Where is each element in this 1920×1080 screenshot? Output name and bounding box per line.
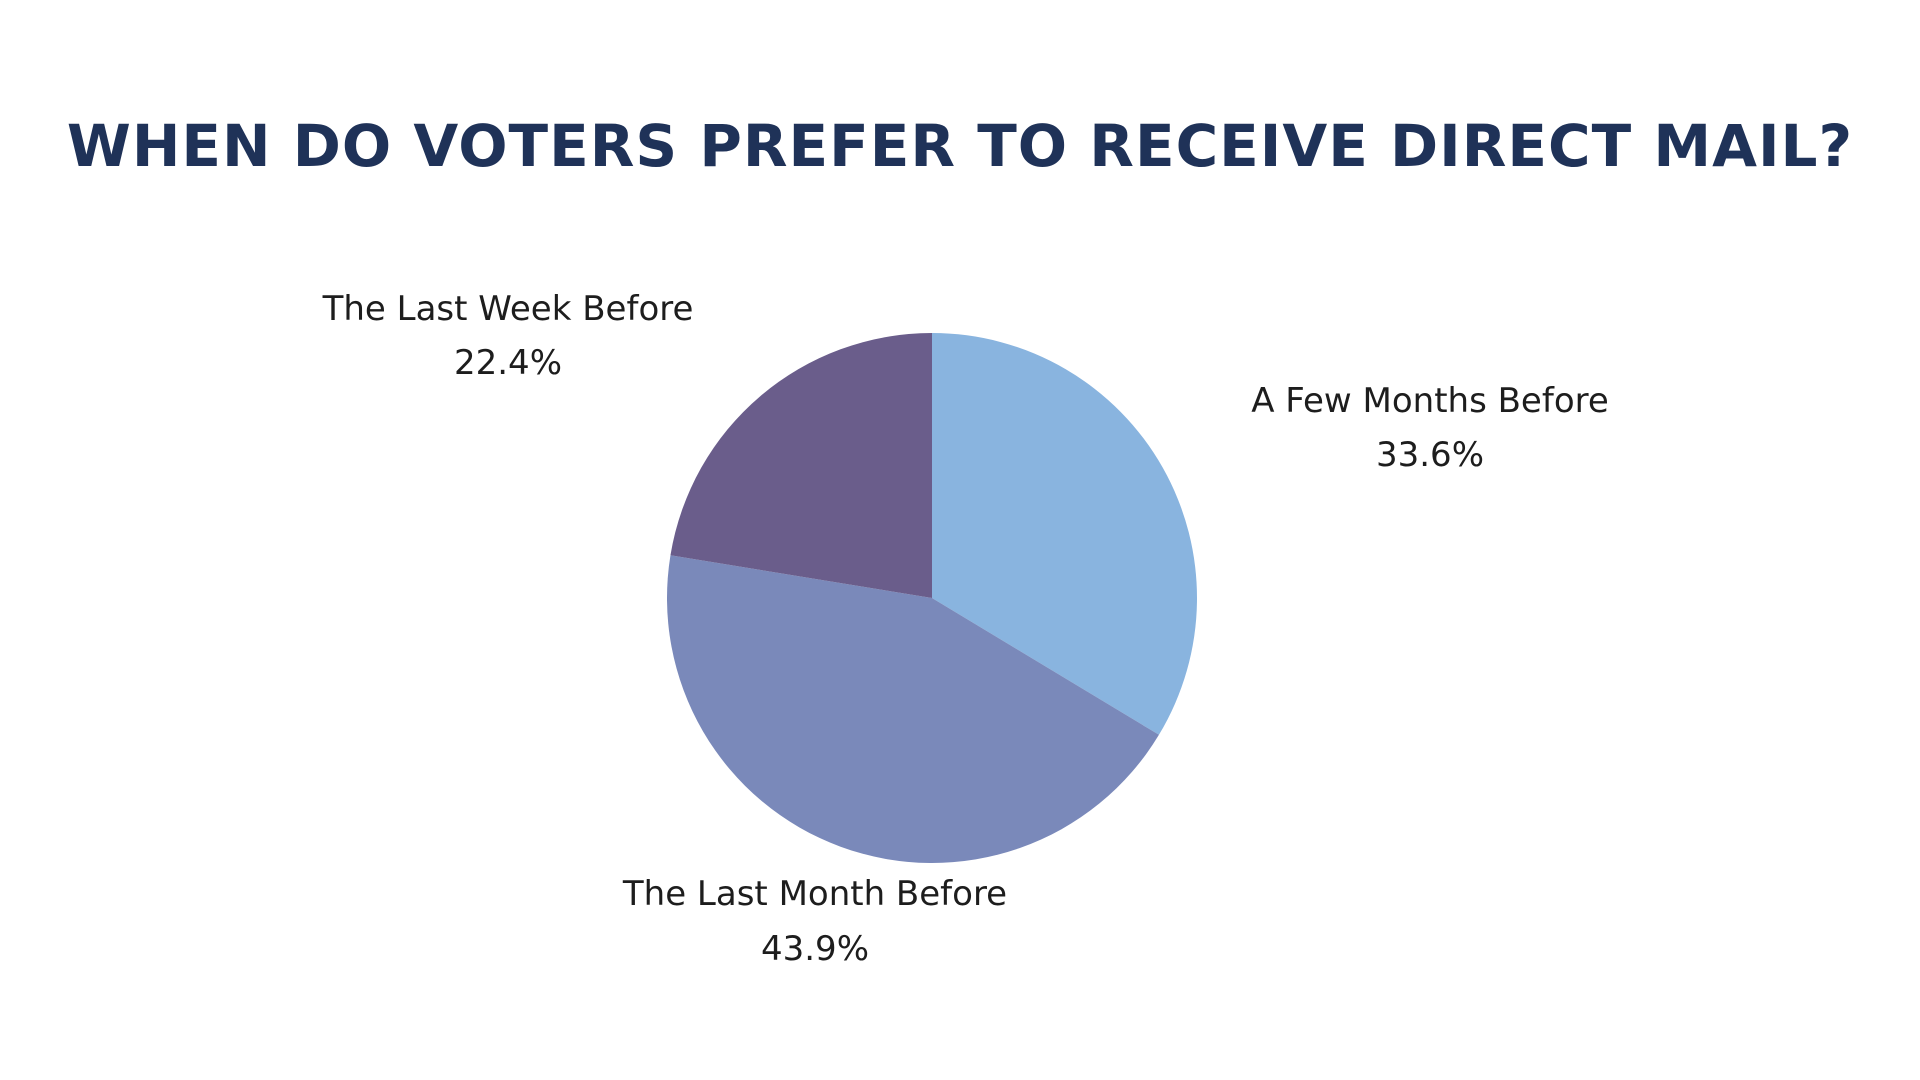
pie-slices bbox=[667, 333, 1197, 863]
pie-slice-1 bbox=[932, 333, 1197, 735]
slice-value-label-3: 22.4% bbox=[454, 343, 562, 383]
pie-slice-2 bbox=[667, 555, 1159, 863]
slice-label-2: The Last Month Before bbox=[622, 874, 1007, 914]
chart-title: WHEN DO VOTERS PREFER TO RECEIVE DIRECT … bbox=[66, 112, 1854, 180]
slice-label-3: The Last Week Before bbox=[322, 289, 694, 329]
slice-value-label-2: 43.9% bbox=[761, 929, 869, 969]
slice-label-1: A Few Months Before bbox=[1251, 381, 1609, 421]
slice-value-label-1: 33.6% bbox=[1376, 435, 1484, 475]
pie-slice-3 bbox=[670, 333, 932, 598]
pie-labels: A Few Months Before 33.6% The Last Month B… bbox=[322, 289, 1609, 969]
